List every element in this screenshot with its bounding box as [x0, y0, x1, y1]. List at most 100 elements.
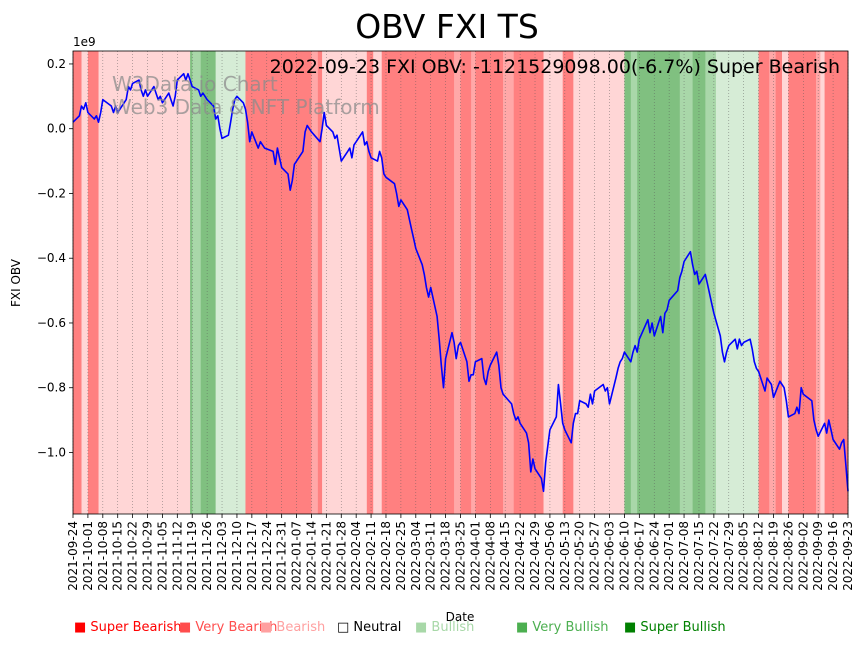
- x-tick-label: 2022-08-19: [766, 521, 780, 591]
- x-tick-label: 2021-12-31: [275, 521, 289, 591]
- x-tick-label: 2022-07-08: [677, 521, 691, 591]
- x-tick-label: 2022-09-16: [826, 521, 840, 591]
- legend-item-super-bullish: ■ Super Bullish: [624, 620, 726, 635]
- y-tick-label: −0.2: [37, 186, 66, 200]
- regime-band-very-bearish: [769, 51, 776, 514]
- regime-band-super-bullish: [624, 51, 632, 514]
- x-tick-label: 2022-07-15: [692, 521, 706, 591]
- x-tick-label: 2022-01-07: [290, 521, 304, 591]
- regime-band-super-bearish: [824, 51, 849, 514]
- y-tick-label: −0.4: [37, 251, 66, 265]
- regime-band-very-bearish: [311, 51, 319, 514]
- y-tick-label: 0.0: [47, 122, 66, 136]
- regime-band-very-bearish: [503, 51, 515, 514]
- x-tick-label: 2022-09-09: [811, 521, 825, 591]
- x-tick-label: 2022-03-04: [409, 521, 423, 591]
- x-tick-label: 2022-04-22: [513, 521, 527, 591]
- x-tick-label: 2022-02-25: [394, 521, 408, 591]
- x-tick-label: 2022-06-03: [603, 521, 617, 591]
- x-tick-label: 2022-07-22: [707, 521, 721, 591]
- x-tick-label: 2022-01-21: [319, 521, 333, 591]
- x-tick-label: 2021-10-01: [81, 521, 95, 591]
- x-tick-label: 2022-06-10: [617, 521, 631, 591]
- regime-band-super-bearish: [460, 51, 472, 514]
- x-tick-label: 2022-05-06: [543, 521, 557, 591]
- watermark-line-1: W3Data.io Chart: [112, 72, 278, 96]
- x-tick-label: 2022-04-15: [498, 521, 512, 591]
- x-tick-label: 2022-02-04: [349, 521, 363, 591]
- regime-band-super-bearish: [758, 51, 770, 514]
- x-tick-label: 2021-11-05: [155, 521, 169, 591]
- x-tick-label: 2021-10-08: [96, 521, 110, 591]
- regime-band-super-bearish: [788, 51, 817, 514]
- regime-band-super-bearish: [73, 51, 82, 514]
- regime-band-super-bearish: [775, 51, 783, 514]
- y-tick-label: −0.8: [37, 381, 66, 395]
- y-tick-label: −1.0: [37, 445, 66, 459]
- x-tick-label: 2021-10-22: [126, 521, 140, 591]
- x-tick-label: 2022-09-02: [796, 521, 810, 591]
- x-tick-label: 2022-07-01: [662, 521, 676, 591]
- regime-band-super-bearish: [87, 51, 99, 514]
- legend-item-bullish: ■ Bullish: [415, 620, 475, 635]
- x-tick-label: 2022-01-14: [304, 521, 318, 591]
- x-tick-label: 2022-04-29: [528, 521, 542, 591]
- x-tick-label: 2021-12-03: [215, 521, 229, 591]
- legend-item-neutral: □ Neutral: [337, 620, 402, 635]
- chart-title: OBV FXI TS: [355, 7, 539, 46]
- regime-band-bearish: [781, 51, 789, 514]
- x-tick-label: 2021-12-17: [245, 521, 259, 591]
- regime-band-very-bearish: [471, 51, 476, 514]
- y-axis: 0.2 0.0 −0.2 −0.4 −0.6 −0.8 −1.0: [37, 57, 73, 459]
- y-tick-label: 0.2: [47, 57, 66, 71]
- x-tick-label: 2021-10-29: [141, 521, 155, 591]
- regime-band-super-bearish: [366, 51, 374, 514]
- regime-band-very-bullish: [705, 51, 717, 514]
- x-tick-label: 2022-09-23: [841, 521, 855, 591]
- x-tick-label: 2022-02-11: [364, 521, 378, 591]
- x-tick-label: 2022-06-24: [647, 521, 661, 591]
- y-multiplier: 1e9: [73, 35, 96, 49]
- regime-band-super-bullish: [200, 51, 216, 514]
- x-tick-label: 2021-09-24: [66, 521, 80, 591]
- obv-series-line: [72, 72, 849, 493]
- regime-band-bearish: [573, 51, 625, 514]
- x-tick-label: 2022-05-13: [558, 521, 572, 591]
- x-tick-label: 2022-03-11: [424, 521, 438, 591]
- x-tick-label: 2021-12-24: [260, 521, 274, 591]
- x-tick-label: 2022-05-20: [573, 521, 587, 591]
- x-tick-label: 2022-05-27: [588, 521, 602, 591]
- x-tick-label: 2022-06-17: [632, 521, 646, 591]
- x-tick-label: 2022-04-08: [483, 521, 497, 591]
- regime-band-very-bullish: [679, 51, 693, 514]
- status-annotation: 2022-09-23 FXI OBV: -1121529098.00(-6.7%…: [270, 56, 840, 78]
- x-tick-label: 2021-10-15: [111, 521, 125, 591]
- regime-band-bullish: [215, 51, 246, 514]
- regime-band-super-bearish: [381, 51, 389, 514]
- regime-band-super-bearish: [562, 51, 574, 514]
- x-tick-label: 2022-03-18: [439, 521, 453, 591]
- regime-band-super-bullish: [190, 51, 193, 514]
- x-tick-label: 2022-08-12: [752, 521, 766, 591]
- regime-band-bearish: [81, 51, 89, 514]
- regime-band-bearish: [373, 51, 383, 514]
- x-tick-label: 2022-03-25: [454, 521, 468, 591]
- regime-band-bearish: [322, 51, 368, 514]
- x-tick-label: 2022-01-28: [334, 521, 348, 591]
- regime-band-super-bearish: [513, 51, 544, 514]
- legend-item-bearish: ■ Bearish: [260, 620, 326, 635]
- x-tick-label: 2021-11-26: [200, 521, 214, 591]
- regime-band-bearish: [820, 51, 825, 514]
- regime-band-super-bearish: [245, 51, 312, 514]
- regime-band-super-bearish: [388, 51, 455, 514]
- regime-band-bearish: [543, 51, 563, 514]
- x-axis: 2021-09-24 2021-10-01 2021-10-08 2021-10-15…: [66, 514, 855, 591]
- legend-item-super-bearish: ■ Super Bearish: [74, 620, 182, 635]
- x-tick-label: 2022-08-26: [781, 521, 795, 591]
- watermark-line-2: Web3 Data & NFT Platform: [112, 95, 380, 119]
- x-tick-label: 2022-07-29: [722, 521, 736, 591]
- x-tick-label: 2021-11-19: [185, 521, 199, 591]
- x-tick-label: 2022-08-05: [737, 521, 751, 591]
- y-axis-label: FXI OBV: [9, 258, 23, 307]
